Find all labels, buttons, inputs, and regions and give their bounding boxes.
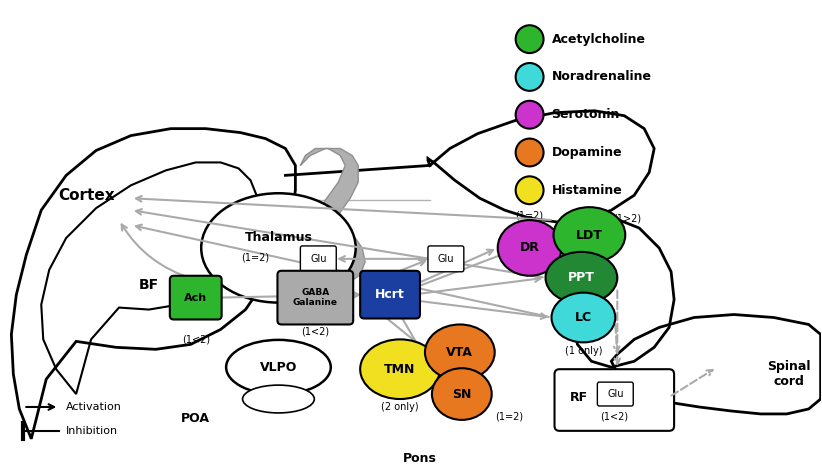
Ellipse shape	[201, 193, 356, 303]
Text: Pons: Pons	[403, 452, 437, 465]
Text: (1<2): (1<2)	[301, 327, 330, 337]
FancyBboxPatch shape	[278, 271, 353, 324]
Text: PPT: PPT	[568, 271, 595, 284]
Text: LC: LC	[575, 311, 592, 324]
Text: DR: DR	[520, 242, 539, 254]
Text: (2 only): (2 only)	[381, 402, 419, 412]
Text: Ach: Ach	[184, 293, 207, 303]
FancyBboxPatch shape	[170, 276, 222, 320]
Text: Acetylcholine: Acetylcholine	[552, 32, 645, 46]
Text: LDT: LDT	[576, 228, 603, 242]
Ellipse shape	[360, 339, 440, 399]
Text: VLPO: VLPO	[260, 360, 297, 374]
Text: TMN: TMN	[385, 363, 416, 376]
Ellipse shape	[425, 324, 495, 380]
Text: (1=2): (1=2)	[496, 412, 524, 422]
Ellipse shape	[552, 293, 616, 342]
Text: Dopamine: Dopamine	[552, 146, 622, 159]
Circle shape	[515, 25, 543, 53]
Circle shape	[515, 176, 543, 204]
Text: VTA: VTA	[446, 346, 473, 359]
Ellipse shape	[546, 252, 617, 304]
Ellipse shape	[242, 385, 314, 413]
Text: Glu: Glu	[310, 254, 326, 264]
Text: Spinal
cord: Spinal cord	[767, 360, 810, 388]
FancyBboxPatch shape	[300, 246, 336, 272]
Text: (1<2): (1<2)	[600, 412, 628, 422]
Text: Glu: Glu	[607, 389, 624, 399]
Ellipse shape	[553, 207, 626, 263]
Text: POA: POA	[181, 412, 210, 425]
Circle shape	[515, 139, 543, 166]
Text: Inhibition: Inhibition	[66, 426, 118, 436]
FancyBboxPatch shape	[598, 382, 633, 406]
Text: Histamine: Histamine	[552, 184, 622, 197]
Text: Hcrt: Hcrt	[375, 288, 405, 301]
Text: Thalamus: Thalamus	[244, 232, 312, 244]
Ellipse shape	[226, 340, 330, 394]
Text: Cortex: Cortex	[58, 188, 114, 203]
Circle shape	[515, 101, 543, 129]
FancyBboxPatch shape	[360, 271, 420, 319]
Text: (1<2): (1<2)	[182, 334, 210, 345]
Text: (1>2): (1>2)	[613, 213, 641, 223]
Ellipse shape	[432, 368, 492, 420]
Text: Activation: Activation	[66, 402, 122, 412]
Text: Glu: Glu	[437, 254, 454, 264]
Text: GABA
Galanine: GABA Galanine	[293, 288, 338, 307]
FancyBboxPatch shape	[428, 246, 464, 272]
Text: SN: SN	[452, 388, 472, 400]
Circle shape	[515, 63, 543, 91]
Text: Serotonin: Serotonin	[552, 108, 620, 121]
Text: Noradrenaline: Noradrenaline	[552, 70, 652, 84]
Text: BF: BF	[139, 278, 159, 292]
Ellipse shape	[497, 220, 561, 276]
FancyBboxPatch shape	[555, 369, 674, 431]
Text: RF: RF	[570, 391, 589, 404]
Text: (1 only): (1 only)	[565, 346, 603, 356]
Text: (1=2): (1=2)	[515, 210, 543, 220]
PathPatch shape	[300, 149, 365, 282]
Text: (1=2): (1=2)	[242, 253, 270, 263]
